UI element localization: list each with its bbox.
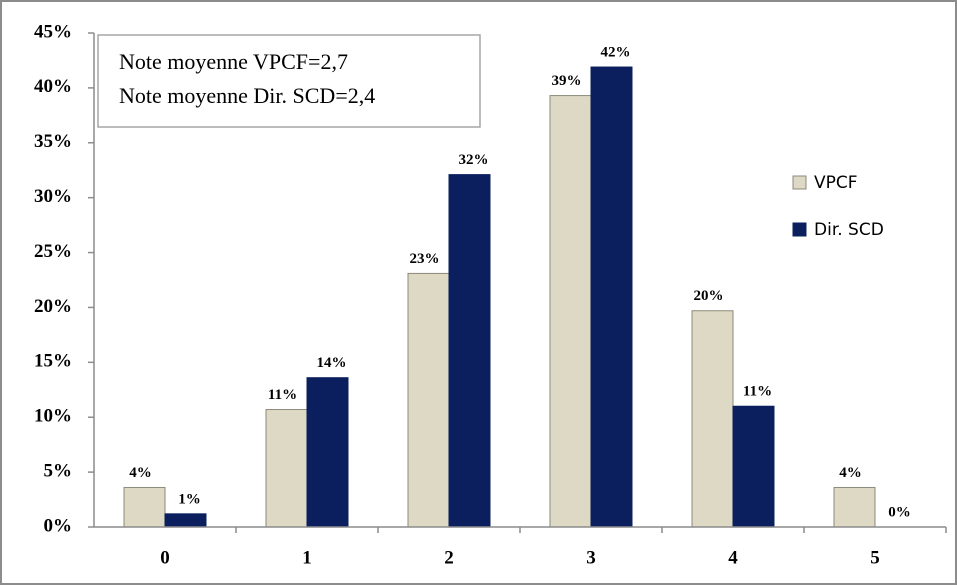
y-tick-label: 45% <box>34 21 72 42</box>
bar <box>448 174 491 528</box>
y-tick-label: 0% <box>44 515 73 536</box>
bar <box>590 66 633 528</box>
y-tick-label: 5% <box>44 460 73 481</box>
legend-swatch <box>792 222 807 237</box>
bar <box>265 409 308 528</box>
legend-swatch <box>792 175 807 190</box>
x-tick-label: 5 <box>870 547 880 568</box>
data-label: 39% <box>552 73 582 89</box>
data-label: 32% <box>459 152 489 168</box>
data-label: 4% <box>839 465 862 481</box>
y-tick-label: 25% <box>34 241 72 262</box>
annotation: Note moyenne Dir. SCD=2,4 <box>119 83 375 108</box>
data-label: 1% <box>178 491 201 507</box>
bar <box>732 405 775 528</box>
x-tick-label: 1 <box>302 547 312 568</box>
bar <box>407 272 450 528</box>
data-label: 20% <box>694 288 724 304</box>
y-tick-label: 10% <box>34 406 72 427</box>
x-tick-label: 4 <box>728 547 738 568</box>
data-label: 11% <box>268 387 297 403</box>
y-tick-label: 35% <box>34 131 72 152</box>
x-tick-label: 2 <box>444 547 454 568</box>
y-tick-label: 30% <box>34 186 72 207</box>
legend-label: Dir. SCD <box>814 220 884 240</box>
y-tick-label: 20% <box>34 296 72 317</box>
y-tick-label: 40% <box>34 76 72 97</box>
data-label: 0% <box>888 504 911 520</box>
data-label: 4% <box>129 465 152 481</box>
y-tick-label: 15% <box>34 351 72 372</box>
annotation-box <box>97 34 481 128</box>
bar <box>549 95 592 528</box>
x-tick-label: 3 <box>586 547 596 568</box>
bar <box>691 310 734 528</box>
legend-label: VPCF <box>814 173 858 193</box>
data-label: 42% <box>601 44 631 60</box>
bar <box>164 513 207 528</box>
data-label: 11% <box>743 384 772 400</box>
bar <box>306 377 349 528</box>
data-label: 23% <box>410 251 440 267</box>
data-label: 14% <box>317 355 347 371</box>
annotation: Note moyenne VPCF=2,7 <box>119 49 348 74</box>
bar <box>123 486 166 528</box>
bar <box>833 486 876 528</box>
x-tick-label: 0 <box>160 547 170 568</box>
